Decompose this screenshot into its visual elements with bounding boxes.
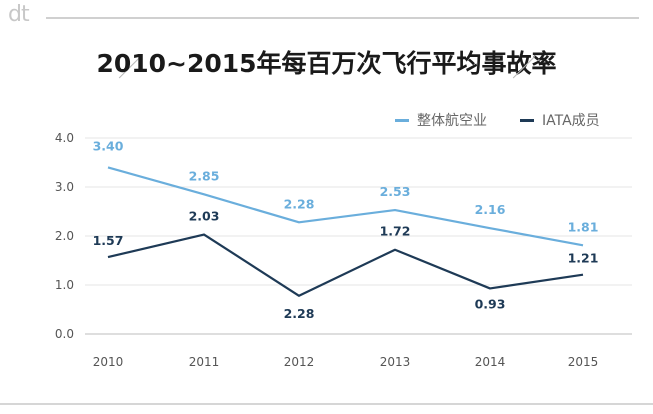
y-tick-label: 0.0 — [55, 327, 74, 341]
legend-item-overall: 整体航空业 — [395, 110, 487, 130]
x-tick-label: 2012 — [284, 355, 315, 369]
series-line-overall — [107, 166, 584, 247]
data-label-iata: 2.28 — [284, 306, 315, 321]
data-label-iata: 1.57 — [93, 233, 124, 248]
data-label-iata: 2.03 — [189, 209, 220, 224]
bottom-divider — [0, 403, 653, 405]
title-right-slash-decoration: ／ — [512, 54, 536, 82]
data-label-overall: 2.16 — [475, 202, 506, 217]
x-tick-label: 2015 — [568, 355, 599, 369]
x-tick-label: 2013 — [380, 355, 411, 369]
data-label-overall: 2.85 — [189, 168, 220, 183]
data-label-overall: 1.81 — [568, 219, 599, 234]
legend-label-iata: IATA成员 — [542, 113, 600, 129]
legend-label-overall: 整体航空业 — [417, 113, 487, 129]
y-tick-label: 4.0 — [55, 131, 74, 145]
data-label-overall: 2.28 — [284, 196, 315, 211]
legend-swatch-overall — [395, 118, 409, 122]
x-tick-label: 2011 — [189, 355, 220, 369]
legend-item-iata: IATA成员 — [520, 110, 600, 130]
data-label-overall: 3.40 — [93, 138, 124, 153]
y-tick-label: 2.0 — [55, 229, 74, 243]
chart-title: 2010~2015年每百万次飞行平均事故率 — [96, 49, 557, 78]
y-tick-label: 1.0 — [55, 278, 74, 292]
y-tick-label: 3.0 — [55, 180, 74, 194]
dt-logo: dt — [8, 2, 30, 27]
data-label-iata: 0.93 — [475, 296, 506, 311]
data-label-iata: 1.72 — [380, 224, 411, 239]
top-divider — [46, 17, 639, 19]
data-label-overall: 2.53 — [380, 184, 411, 199]
data-label-iata: 1.21 — [568, 251, 599, 266]
x-tick-label: 2014 — [475, 355, 506, 369]
title-left-slash-decoration: ／ — [118, 54, 142, 82]
series-line-iata — [107, 233, 584, 297]
legend-swatch-iata — [520, 118, 534, 122]
x-tick-label: 2010 — [93, 355, 124, 369]
